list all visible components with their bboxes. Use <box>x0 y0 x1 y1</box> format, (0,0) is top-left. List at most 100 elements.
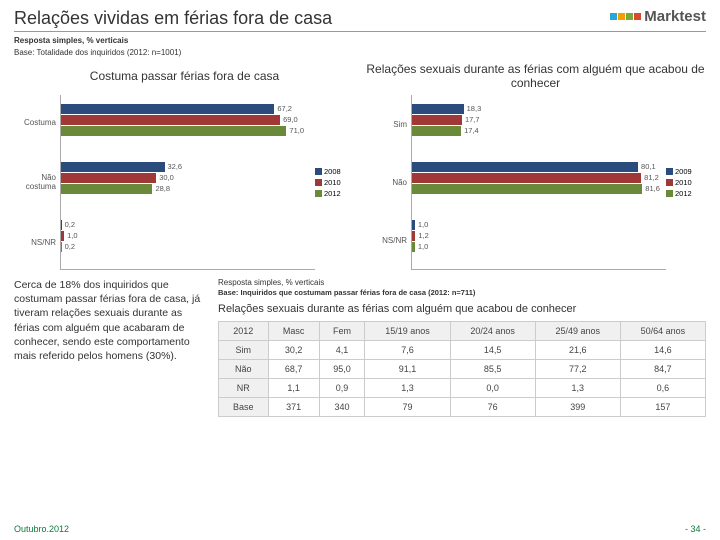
bar-group: 0,2 1,0 0,2 <box>61 220 315 253</box>
bar-value: 1,0 <box>67 231 77 240</box>
legend-label: 2012 <box>324 189 341 198</box>
bar-group: 18,3 17,7 17,4 <box>412 104 666 137</box>
legend-swatch <box>315 190 322 197</box>
table-cell: 7,6 <box>365 341 450 360</box>
logo-squares <box>610 13 641 20</box>
bar-value: 69,0 <box>283 115 298 124</box>
bar-value: 17,7 <box>465 115 480 124</box>
legend-label: 2012 <box>675 189 692 198</box>
category-label: Não <box>365 178 407 187</box>
legend-swatch <box>666 179 673 186</box>
table-cell: Sim <box>219 341 269 360</box>
logo-square <box>610 13 617 20</box>
bar <box>412 162 638 172</box>
chart-left: Costuma passar férias fora de casa Costu… <box>14 61 355 270</box>
chart2-legend: 2009 2010 2012 <box>666 95 706 270</box>
bar <box>61 242 62 252</box>
bar <box>412 104 464 114</box>
legend-label: 2010 <box>675 178 692 187</box>
bar-value: 0,2 <box>65 220 75 229</box>
bar <box>412 173 641 183</box>
bar-row: 69,0 <box>61 115 315 125</box>
category-label: Não costuma <box>14 173 56 191</box>
bar-group: 67,2 69,0 71,0 <box>61 104 315 137</box>
bar-row: 30,0 <box>61 173 315 183</box>
bar-value: 17,4 <box>464 126 479 135</box>
table-cell: 84,7 <box>620 360 705 379</box>
legend-swatch <box>666 190 673 197</box>
bar-row: 1,0 <box>61 231 315 241</box>
bar <box>61 162 165 172</box>
table-cell: 76 <box>450 398 535 417</box>
bar-value: 1,0 <box>418 242 428 251</box>
table-cell: 85,5 <box>450 360 535 379</box>
table-cell: 68,7 <box>268 360 319 379</box>
table-cell: Não <box>219 360 269 379</box>
table-row: Não68,795,091,185,577,284,7 <box>219 360 706 379</box>
bar-row: 71,0 <box>61 126 315 136</box>
legend-label: 2009 <box>675 167 692 176</box>
chart-right: Relações sexuais durante as férias com a… <box>365 61 706 270</box>
table-header-cell: 50/64 anos <box>620 322 705 341</box>
category-label: NS/NR <box>14 238 56 247</box>
bar <box>61 231 64 241</box>
chart1-ylabels: CostumaNão costumaNS/NR <box>14 95 60 270</box>
table-header-cell: 20/24 anos <box>450 322 535 341</box>
legend-item: 2008 <box>315 167 355 176</box>
logo-square <box>634 13 641 20</box>
bar <box>412 184 642 194</box>
table-cell: 91,1 <box>365 360 450 379</box>
footer-page: - 34 - <box>685 524 706 534</box>
footer-date: Outubro.2012 <box>14 524 69 534</box>
logo-text: Marktest <box>644 8 706 25</box>
legend-item: 2010 <box>666 178 706 187</box>
summary-paragraph: Cerca de 18% dos inquiridos que costumam… <box>14 278 204 417</box>
legend-item: 2010 <box>315 178 355 187</box>
bar-row: 18,3 <box>412 104 666 114</box>
chart1-bars: 67,2 69,0 71,0 32,630,028,8 0,2 1,0 0,2 <box>60 95 315 270</box>
table-cell: 30,2 <box>268 341 319 360</box>
bar-value: 67,2 <box>277 104 292 113</box>
bar-value: 1,2 <box>418 231 428 240</box>
table-subtitle: Resposta simples, % verticais <box>218 278 706 287</box>
table-cell: 1,1 <box>268 379 319 398</box>
bar <box>61 220 62 230</box>
bar-row: 0,2 <box>61 220 315 230</box>
bar <box>61 104 274 114</box>
legend-item: 2012 <box>666 189 706 198</box>
bar-row: 17,4 <box>412 126 666 136</box>
bar-row: 81,2 <box>412 173 666 183</box>
bar-value: 30,0 <box>159 173 174 182</box>
bar <box>61 115 280 125</box>
subtitle: Resposta simples, % verticais <box>14 36 706 45</box>
bar-group: 80,181,281,6 <box>412 162 666 195</box>
chart2-title: Relações sexuais durante as férias com a… <box>365 61 706 91</box>
chart2-bars: 18,3 17,7 17,4 80,181,281,6 1,0 1,2 1,0 <box>411 95 666 270</box>
table-cell: 14,6 <box>620 341 705 360</box>
bar <box>412 231 415 241</box>
bar-value: 1,0 <box>418 220 428 229</box>
legend-swatch <box>315 168 322 175</box>
bar-row: 32,6 <box>61 162 315 172</box>
bar-value: 18,3 <box>467 104 482 113</box>
table-base: Base: Inquiridos que costumam passar fér… <box>218 288 706 297</box>
bar-row: 1,0 <box>412 242 666 252</box>
legend-item: 2012 <box>315 189 355 198</box>
table-header-cell: 2012 <box>219 322 269 341</box>
bar-row: 0,2 <box>61 242 315 252</box>
table-cell: 95,0 <box>319 360 365 379</box>
bar <box>61 184 152 194</box>
bar <box>412 115 462 125</box>
table-cell: 0,9 <box>319 379 365 398</box>
bar-group: 32,630,028,8 <box>61 162 315 195</box>
bar <box>412 126 461 136</box>
legend-label: 2008 <box>324 167 341 176</box>
table-cell: 79 <box>365 398 450 417</box>
bar <box>61 126 286 136</box>
bar-group: 1,0 1,2 1,0 <box>412 220 666 253</box>
legend-swatch <box>315 179 322 186</box>
chart1-title: Costuma passar férias fora de casa <box>14 61 355 91</box>
table-cell: 340 <box>319 398 365 417</box>
table-cell: 371 <box>268 398 319 417</box>
table-title: Relações sexuais durante as férias com a… <box>218 303 706 315</box>
